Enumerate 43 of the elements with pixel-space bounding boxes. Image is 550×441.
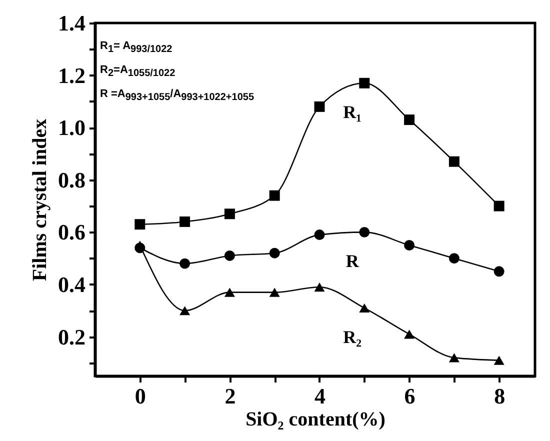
point (269, 190, 280, 201)
y-tick-label: 0.2 (58, 324, 86, 350)
point (180, 216, 190, 227)
x-tick-label: 8 (494, 384, 506, 408)
y-axis-title: Films crystal index (29, 118, 51, 282)
point (404, 330, 415, 339)
point (180, 258, 190, 269)
point (448, 156, 460, 167)
point (224, 208, 235, 220)
series-label: R₂ (343, 327, 362, 348)
point (494, 266, 504, 277)
point (134, 219, 146, 230)
point (359, 303, 370, 313)
point (448, 253, 460, 264)
y-tick-label: 1.4 (58, 10, 86, 36)
x-axis-title: SiO₂ content(%) (246, 408, 386, 430)
point (494, 200, 504, 212)
point (404, 240, 415, 250)
x-tick-label: 2 (224, 384, 236, 408)
x-tick-label: 4 (314, 384, 326, 408)
point (180, 306, 190, 316)
series-label: R (346, 251, 360, 272)
point (359, 226, 370, 238)
y-tick-label: 1.2 (58, 62, 86, 88)
point (404, 114, 415, 125)
x-tick-label: 0 (134, 384, 146, 408)
point (359, 78, 370, 88)
point (224, 250, 235, 261)
point (134, 240, 146, 250)
point (314, 101, 325, 112)
point (448, 353, 460, 362)
x-tick-label: 6 (404, 384, 416, 408)
series-label: R₁ (343, 102, 362, 122)
y-tick-label: 0.6 (58, 220, 86, 245)
point (494, 356, 504, 365)
point (314, 282, 325, 292)
point (269, 288, 280, 297)
y-tick-label: 0.8 (58, 167, 86, 192)
point (224, 288, 235, 297)
y-tick-label: 0.4 (58, 272, 86, 297)
point (269, 248, 280, 258)
point (314, 230, 325, 240)
y-tick-label: 1.0 (58, 115, 86, 140)
